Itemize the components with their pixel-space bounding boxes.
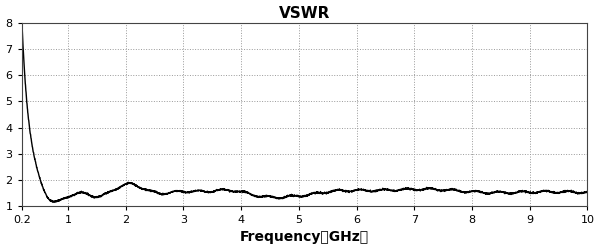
X-axis label: Frequency（GHz）: Frequency（GHz） xyxy=(240,230,369,244)
Title: VSWR: VSWR xyxy=(279,6,330,20)
